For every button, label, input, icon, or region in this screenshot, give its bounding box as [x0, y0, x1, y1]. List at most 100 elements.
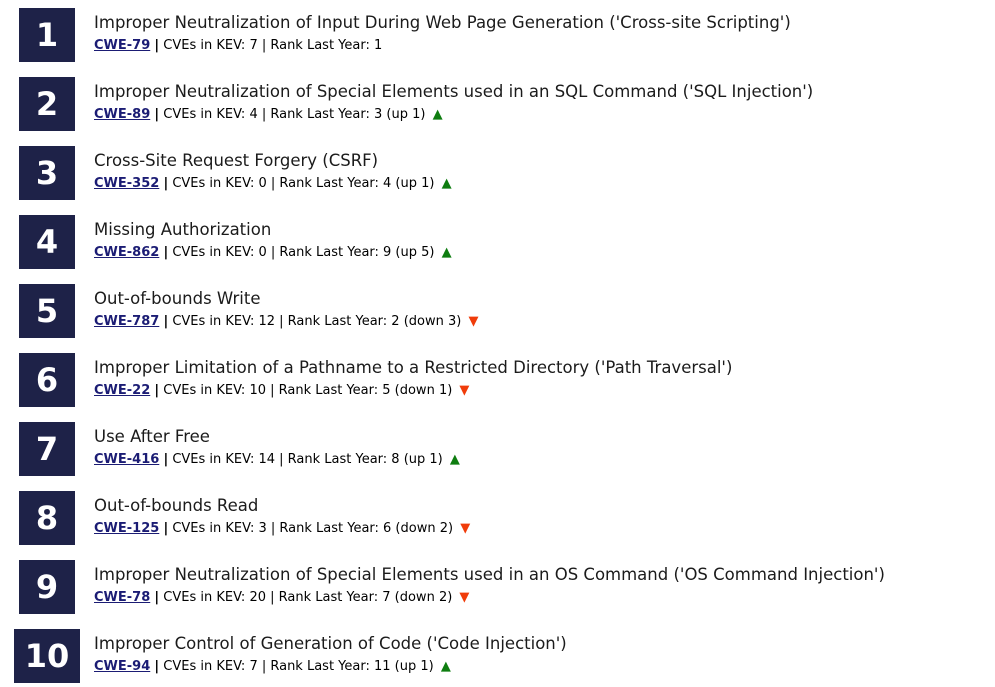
- rank-column: 1: [0, 8, 94, 62]
- weakness-title: Improper Neutralization of Special Eleme…: [94, 565, 885, 584]
- item-text-block: Improper Neutralization of Special Eleme…: [94, 77, 995, 123]
- weakness-title: Improper Neutralization of Input During …: [94, 13, 791, 32]
- meta-text: CVEs in KEV: 0 | Rank Last Year: 4 (up 1…: [172, 176, 435, 191]
- meta-separator: |: [163, 245, 169, 260]
- meta-separator: |: [154, 38, 160, 53]
- cwe-link[interactable]: CWE-787: [94, 314, 160, 329]
- meta-text: CVEs in KEV: 7 | Rank Last Year: 1: [163, 38, 383, 53]
- rank-badge: 8: [19, 491, 75, 545]
- rank-column: 6: [0, 353, 94, 407]
- cwe-link[interactable]: CWE-862: [94, 245, 160, 260]
- rank-badge: 2: [19, 77, 75, 131]
- rank-column: 8: [0, 491, 94, 545]
- rank-column: 7: [0, 422, 94, 476]
- meta-separator: |: [154, 107, 160, 122]
- list-item: 10 Improper Control of Generation of Cod…: [0, 629, 995, 683]
- rank-column: 4: [0, 215, 94, 269]
- trend-down-icon: ▼: [464, 314, 479, 329]
- list-item: 4 Missing Authorization CWE-862 | CVEs i…: [0, 215, 995, 269]
- item-meta-line: CWE-862 | CVEs in KEV: 0 | Rank Last Yea…: [94, 244, 995, 261]
- list-item: 2 Improper Neutralization of Special Ele…: [0, 77, 995, 131]
- trend-up-icon: ▲: [437, 245, 452, 260]
- rank-column: 5: [0, 284, 94, 338]
- cwe-link[interactable]: CWE-89: [94, 107, 151, 122]
- weakness-title: Cross-Site Request Forgery (CSRF): [94, 151, 379, 170]
- item-meta-line: CWE-78 | CVEs in KEV: 20 | Rank Last Yea…: [94, 589, 995, 606]
- item-text-block: Cross-Site Request Forgery (CSRF) CWE-35…: [94, 146, 995, 192]
- rank-badge: 6: [19, 353, 75, 407]
- list-item: 7 Use After Free CWE-416 | CVEs in KEV: …: [0, 422, 995, 476]
- trend-down-icon: ▼: [455, 590, 470, 605]
- meta-separator: |: [154, 590, 160, 605]
- weakness-title: Missing Authorization: [94, 220, 272, 239]
- rank-column: 9: [0, 560, 94, 614]
- rank-badge: 10: [13, 629, 81, 683]
- item-meta-line: CWE-89 | CVEs in KEV: 4 | Rank Last Year…: [94, 106, 995, 123]
- item-meta-line: CWE-416 | CVEs in KEV: 14 | Rank Last Ye…: [94, 451, 995, 468]
- item-text-block: Improper Neutralization of Special Eleme…: [94, 560, 995, 606]
- cwe-link[interactable]: CWE-79: [94, 38, 151, 53]
- weakness-title: Out-of-bounds Read: [94, 496, 259, 515]
- list-item: 1 Improper Neutralization of Input Durin…: [0, 8, 995, 62]
- item-meta-line: CWE-352 | CVEs in KEV: 0 | Rank Last Yea…: [94, 175, 995, 192]
- rank-column: 10: [0, 629, 94, 683]
- item-text-block: Improper Control of Generation of Code (…: [94, 629, 995, 675]
- cwe-link[interactable]: CWE-416: [94, 452, 160, 467]
- rank-badge: 5: [19, 284, 75, 338]
- trend-up-icon: ▲: [445, 452, 460, 467]
- trend-up-icon: ▲: [437, 176, 452, 191]
- trend-up-icon: ▲: [436, 659, 451, 674]
- meta-text: CVEs in KEV: 3 | Rank Last Year: 6 (down…: [172, 521, 454, 536]
- item-text-block: Improper Neutralization of Input During …: [94, 8, 995, 54]
- rank-badge: 7: [19, 422, 75, 476]
- list-item: 5 Out-of-bounds Write CWE-787 | CVEs in …: [0, 284, 995, 338]
- cwe-link[interactable]: CWE-22: [94, 383, 151, 398]
- weakness-title: Improper Limitation of a Pathname to a R…: [94, 358, 733, 377]
- meta-separator: |: [163, 176, 169, 191]
- list-item: 3 Cross-Site Request Forgery (CSRF) CWE-…: [0, 146, 995, 200]
- meta-separator: |: [163, 314, 169, 329]
- cwe-link[interactable]: CWE-78: [94, 590, 151, 605]
- meta-text: CVEs in KEV: 14 | Rank Last Year: 8 (up …: [172, 452, 443, 467]
- item-meta-line: CWE-94 | CVEs in KEV: 7 | Rank Last Year…: [94, 658, 995, 675]
- cwe-link[interactable]: CWE-94: [94, 659, 151, 674]
- rank-column: 2: [0, 77, 94, 131]
- meta-text: CVEs in KEV: 20 | Rank Last Year: 7 (dow…: [163, 590, 453, 605]
- list-item: 8 Out-of-bounds Read CWE-125 | CVEs in K…: [0, 491, 995, 545]
- meta-text: CVEs in KEV: 12 | Rank Last Year: 2 (dow…: [172, 314, 462, 329]
- cwe-link[interactable]: CWE-125: [94, 521, 160, 536]
- item-meta-line: CWE-787 | CVEs in KEV: 12 | Rank Last Ye…: [94, 313, 995, 330]
- weakness-title: Out-of-bounds Write: [94, 289, 261, 308]
- rank-column: 3: [0, 146, 94, 200]
- item-text-block: Use After Free CWE-416 | CVEs in KEV: 14…: [94, 422, 995, 468]
- meta-text: CVEs in KEV: 7 | Rank Last Year: 11 (up …: [163, 659, 434, 674]
- list-item: 9 Improper Neutralization of Special Ele…: [0, 560, 995, 614]
- meta-separator: |: [163, 521, 169, 536]
- rank-badge: 4: [19, 215, 75, 269]
- trend-up-icon: ▲: [428, 107, 443, 122]
- trend-down-icon: ▼: [456, 521, 471, 536]
- meta-separator: |: [154, 659, 160, 674]
- rank-badge: 1: [19, 8, 75, 62]
- rank-badge: 9: [19, 560, 75, 614]
- list-item: 6 Improper Limitation of a Pathname to a…: [0, 353, 995, 407]
- meta-text: CVEs in KEV: 0 | Rank Last Year: 9 (up 5…: [172, 245, 435, 260]
- meta-text: CVEs in KEV: 10 | Rank Last Year: 5 (dow…: [163, 383, 453, 398]
- cwe-link[interactable]: CWE-352: [94, 176, 160, 191]
- item-meta-line: CWE-125 | CVEs in KEV: 3 | Rank Last Yea…: [94, 520, 995, 537]
- item-text-block: Out-of-bounds Read CWE-125 | CVEs in KEV…: [94, 491, 995, 537]
- meta-separator: |: [163, 452, 169, 467]
- item-text-block: Improper Limitation of a Pathname to a R…: [94, 353, 995, 399]
- weakness-title: Improper Neutralization of Special Eleme…: [94, 82, 814, 101]
- item-meta-line: CWE-79 | CVEs in KEV: 7 | Rank Last Year…: [94, 37, 995, 54]
- item-text-block: Out-of-bounds Write CWE-787 | CVEs in KE…: [94, 284, 995, 330]
- meta-text: CVEs in KEV: 4 | Rank Last Year: 3 (up 1…: [163, 107, 426, 122]
- meta-separator: |: [154, 383, 160, 398]
- item-meta-line: CWE-22 | CVEs in KEV: 10 | Rank Last Yea…: [94, 382, 995, 399]
- rank-badge: 3: [19, 146, 75, 200]
- trend-down-icon: ▼: [455, 383, 470, 398]
- item-text-block: Missing Authorization CWE-862 | CVEs in …: [94, 215, 995, 261]
- weakness-title: Improper Control of Generation of Code (…: [94, 634, 567, 653]
